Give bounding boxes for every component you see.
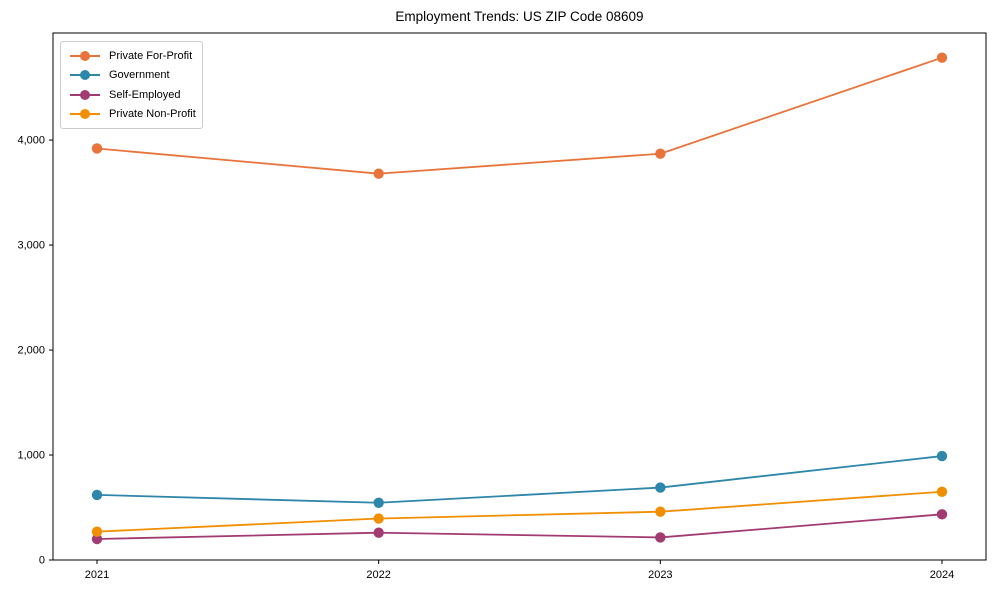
series-line-government: [96, 455, 943, 504]
legend-item-label: Private For-Profit: [109, 49, 193, 62]
data-point-self-employed-2021: [91, 533, 103, 545]
data-point-government-2023: [655, 482, 666, 493]
legend-item-self-employed: Self-Employed: [67, 85, 196, 105]
legend-marker-icon: [70, 70, 100, 81]
legend-item-private-for-profit: Private For-Profit: [67, 46, 196, 66]
data-point-private-non-profit-2022: [373, 513, 384, 524]
data-point-private-for-profit-2024: [936, 52, 948, 63]
data-point-government-2022: [373, 497, 384, 508]
y-axis-tick-label: 4,000: [17, 135, 45, 147]
legend-item-label: Self-Employed: [109, 88, 181, 101]
data-point-government-2021: [91, 489, 103, 501]
chart-title: Employment Trends: US ZIP Code 08609: [395, 9, 644, 24]
data-point-private-for-profit-2022: [373, 168, 384, 179]
legend-item-private-non-profit: Private Non-Profit: [67, 105, 196, 125]
legend-marker-icon: [70, 109, 100, 120]
data-point-private-for-profit-2021: [91, 143, 103, 154]
series-line-private-non-profit: [96, 490, 943, 533]
y-axis-tick-label: 3,000: [17, 240, 45, 252]
plot-frame: [52, 32, 987, 561]
legend-marker-icon: [70, 89, 100, 100]
x-axis-tick-label: 2024: [930, 569, 954, 581]
x-axis-tick-label: 2021: [85, 569, 109, 581]
legend-item-label: Government: [109, 69, 170, 82]
y-axis-tick-label: 0: [39, 555, 45, 567]
legend-item-government: Government: [67, 66, 196, 86]
legend-item-label: Private Non-Profit: [109, 108, 196, 121]
x-axis-tick-label: 2023: [648, 569, 672, 581]
data-point-self-employed-2023: [655, 532, 666, 543]
series-line-private-for-profit: [96, 56, 943, 175]
data-point-self-employed-2022: [373, 527, 384, 538]
data-point-private-non-profit-2024: [936, 486, 948, 497]
legend: Private For-Profit Government Self-Employe…: [60, 41, 203, 129]
legend-marker-icon: [70, 50, 100, 61]
y-axis-tick-label: 1,000: [17, 450, 45, 462]
data-point-private-non-profit-2021: [91, 526, 103, 537]
y-axis-tick-label: 2,000: [17, 345, 45, 357]
data-point-government-2024: [936, 450, 948, 462]
data-point-private-non-profit-2023: [655, 506, 666, 517]
data-point-private-for-profit-2023: [655, 148, 666, 159]
data-point-self-employed-2024: [936, 509, 948, 520]
series-line-self-employed: [96, 513, 943, 540]
x-axis-tick-label: 2022: [366, 569, 390, 581]
